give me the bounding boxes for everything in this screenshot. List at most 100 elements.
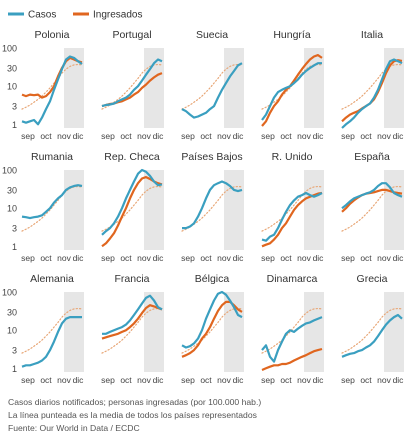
x-tick-label-espa-a-1: oct <box>360 253 372 263</box>
y-tick-label-r0-1: 3 <box>12 102 17 112</box>
x-tick-label-polonia-1: oct <box>40 131 52 141</box>
panel-title-r-unido: R. Unido <box>272 151 313 163</box>
highlight-band-dinamarca <box>304 292 324 372</box>
casos-line-hungr-a <box>261 62 322 121</box>
panel-title-hungr-a: Hungría <box>273 29 311 41</box>
y-tick-label-r0-0: 1 <box>12 120 17 130</box>
x-tick-label-b-lgica-0: sep <box>181 375 195 385</box>
ingresados-line-francia <box>101 304 163 340</box>
casos-line-francia <box>102 294 163 335</box>
ingresados-line-dinamarca <box>261 347 323 372</box>
highlight-band-alemania <box>64 292 84 372</box>
legend-label-1: Ingresados <box>93 10 142 21</box>
x-tick-label-suecia-0: sep <box>181 131 195 141</box>
x-tick-label-grecia-0: sep <box>341 375 355 385</box>
casos-line-dinamarca <box>261 316 323 363</box>
x-tick-label-portugal-2: nov <box>137 131 151 141</box>
x-tick-label-hungr-a-1: oct <box>280 131 292 141</box>
ingresados-line-polonia <box>21 56 83 99</box>
x-tick-label-rumania-3: dic <box>73 253 85 263</box>
panel-title-portugal: Portugal <box>112 29 151 41</box>
media-line-francia <box>101 307 163 354</box>
x-tick-label-espa-a-0: sep <box>341 253 355 263</box>
media-line-grecia <box>341 307 403 354</box>
x-tick-label-dinamarca-1: oct <box>280 375 292 385</box>
x-tick-label-espa-a-2: nov <box>377 253 391 263</box>
panel-title-francia: Francia <box>114 273 149 285</box>
y-tick-label-r1-1: 3 <box>12 224 17 234</box>
panel-title-polonia: Polonia <box>34 29 69 41</box>
highlight-band-b-lgica <box>224 292 244 372</box>
casos-line-alemania <box>21 316 82 368</box>
highlight-band-rumania <box>64 170 84 250</box>
panel-title-rumania: Rumania <box>31 151 73 163</box>
x-tick-label-rep-checa-2: nov <box>137 253 151 263</box>
x-tick-label-rumania-0: sep <box>21 253 35 263</box>
x-tick-label-alemania-1: oct <box>40 375 52 385</box>
panel-title-dinamarca: Dinamarca <box>267 273 318 285</box>
x-tick-label-hungr-a-3: dic <box>313 131 325 141</box>
casos-line-r-unido <box>261 191 323 242</box>
x-tick-label-alemania-3: dic <box>73 375 85 385</box>
x-tick-label-hungr-a-2: nov <box>297 131 311 141</box>
x-tick-label-grecia-3: dic <box>393 375 405 385</box>
highlight-band-rep-checa <box>144 170 164 250</box>
highlight-band-portugal <box>144 48 164 128</box>
x-tick-label-suecia-2: nov <box>217 131 231 141</box>
highlight-band-francia <box>144 292 164 372</box>
x-tick-label-rumania-2: nov <box>57 253 71 263</box>
media-line-r-unido <box>261 185 323 232</box>
y-tick-label-r1-3: 30 <box>7 185 17 195</box>
y-tick-label-r0-4: 100 <box>2 44 17 54</box>
panel-title-rep-checa: Rep. Checa <box>104 151 160 163</box>
x-tick-label-italia-0: sep <box>341 131 355 141</box>
media-line-b-lgica <box>181 307 243 354</box>
highlight-band-espa-a <box>384 170 404 250</box>
panel-title-alemania: Alemania <box>30 273 74 285</box>
x-tick-label-rep-checa-3: dic <box>153 253 165 263</box>
x-tick-label-suecia-1: oct <box>200 131 212 141</box>
x-tick-label-portugal-3: dic <box>153 131 165 141</box>
highlight-band-suecia <box>224 48 244 128</box>
x-tick-label-italia-1: oct <box>360 131 372 141</box>
highlight-band-polonia <box>64 48 84 128</box>
x-tick-label-r-unido-0: sep <box>261 253 275 263</box>
x-tick-label-rumania-1: oct <box>40 253 52 263</box>
highlight-band-r-unido <box>304 170 324 250</box>
media-line-dinamarca <box>261 307 323 354</box>
highlight-band-hungr-a <box>304 48 324 128</box>
y-tick-label-r2-1: 3 <box>12 346 17 356</box>
y-tick-label-r2-4: 100 <box>2 288 17 298</box>
casos-line-polonia <box>21 55 83 126</box>
panel-title-pa-ses-bajos: Países Bajos <box>181 151 242 163</box>
casos-line-suecia <box>181 62 243 119</box>
x-tick-label-polonia-2: nov <box>57 131 71 141</box>
x-tick-label-polonia-3: dic <box>73 131 85 141</box>
y-tick-label-r1-0: 1 <box>12 242 17 252</box>
x-tick-label-b-lgica-1: oct <box>200 375 212 385</box>
x-tick-label-r-unido-2: nov <box>297 253 311 263</box>
media-line-alemania <box>21 307 83 354</box>
panel-title-espa-a: España <box>354 151 390 163</box>
x-tick-label-suecia-3: dic <box>233 131 245 141</box>
casos-line-rumania <box>21 184 83 220</box>
x-tick-label-b-lgica-3: dic <box>233 375 245 385</box>
x-tick-label-pa-ses-bajos-3: dic <box>233 253 245 263</box>
media-line-italia <box>341 63 403 110</box>
x-tick-label-dinamarca-0: sep <box>261 375 275 385</box>
x-tick-label-pa-ses-bajos-1: oct <box>200 253 212 263</box>
panel-title-grecia: Grecia <box>357 273 388 285</box>
y-tick-label-r0-3: 30 <box>7 63 17 73</box>
y-tick-label-r2-2: 10 <box>7 326 17 336</box>
y-tick-label-r2-3: 30 <box>7 307 17 317</box>
x-tick-label-rep-checa-1: oct <box>120 253 132 263</box>
x-tick-label-portugal-0: sep <box>101 131 115 141</box>
x-tick-label-pa-ses-bajos-2: nov <box>217 253 231 263</box>
x-tick-label-portugal-1: oct <box>120 131 132 141</box>
panel-title-b-lgica: Bélgica <box>195 273 230 285</box>
footnote-description: Casos diarios notificados; personas ingr… <box>8 397 262 407</box>
footnote-dotted-line: La línea punteada es la media de todos l… <box>8 410 257 420</box>
highlight-band-grecia <box>384 292 404 372</box>
casos-line-pa-ses-bajos <box>182 180 243 230</box>
